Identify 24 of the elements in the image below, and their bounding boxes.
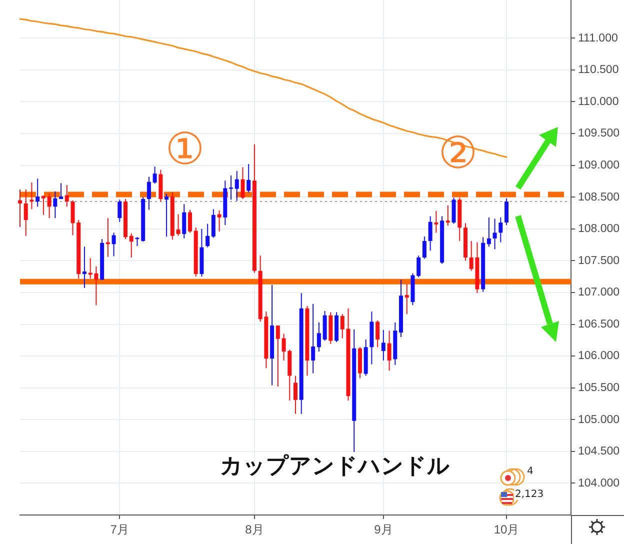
- y-tick-label: 109.000: [578, 159, 620, 172]
- y-tick-label: 106.000: [578, 350, 620, 362]
- y-tick-label: 106.500: [578, 318, 620, 330]
- x-tick-label: 7月: [110, 522, 129, 537]
- annotation: 2,123: [514, 489, 545, 500]
- y-tick-label: 110.000: [578, 96, 619, 108]
- annotation: 4: [527, 466, 534, 477]
- y-tick-label: 110.500: [578, 64, 619, 76]
- y-tick-label: 105.000: [578, 414, 620, 426]
- y-tick-label: 107.500: [578, 254, 620, 267]
- y-tick-label: 105.500: [578, 382, 620, 394]
- y-tick-label: 109.500: [578, 128, 620, 140]
- x-tick-label: 9月: [374, 522, 393, 537]
- y-tick-label: 104.500: [578, 446, 620, 458]
- text: カップアンドハンドル: [220, 454, 450, 480]
- x-tick-label: 8月: [245, 522, 264, 537]
- x-tick-label: 10月: [494, 522, 520, 537]
- y-tick-label: 107.000: [578, 286, 620, 299]
- annotation: ①: [165, 124, 205, 175]
- y-tick-label: 108.500: [578, 191, 620, 204]
- annotation: ②: [438, 128, 478, 179]
- y-tick-label: 111.000: [578, 32, 618, 44]
- y-tick-label: 108.000: [578, 223, 620, 236]
- y-tick-label: 104.000: [578, 477, 620, 490]
